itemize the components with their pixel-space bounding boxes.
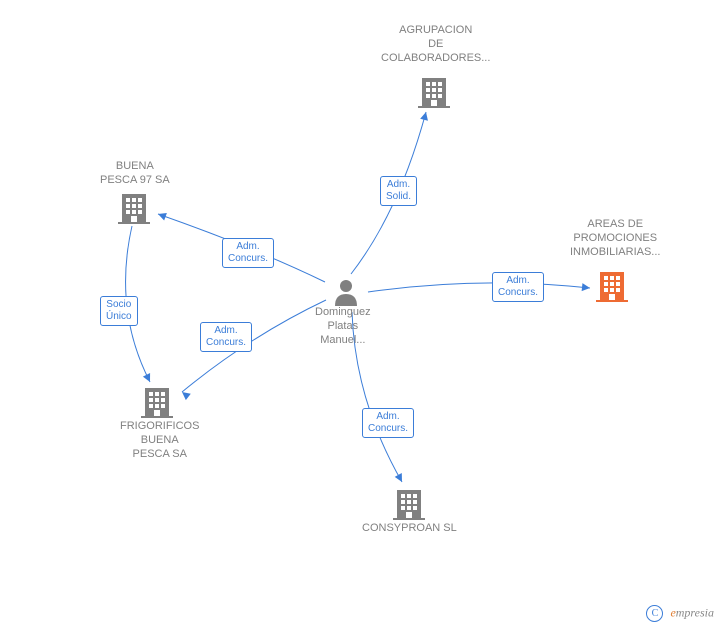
node-label-consy: CONSYPROAN SL [362, 522, 457, 536]
footer-copyright: C empresia [646, 605, 714, 622]
copyright-icon: C [646, 605, 663, 622]
edge-label-e-buena: Adm. Concurs. [222, 238, 274, 268]
node-label-center: Dominguez Platas Manuel... [315, 306, 371, 347]
brand-rest: mpresia [676, 605, 714, 619]
person-icon[interactable] [335, 280, 357, 306]
edge-label-e-agrup: Adm. Solid. [380, 176, 417, 206]
edge-label-e-socio: Socio Único [100, 296, 138, 326]
edge-arrow-e-areas [582, 283, 590, 291]
edge-arrow-e-consy [395, 473, 402, 482]
building-icon[interactable] [118, 194, 150, 224]
building-icon[interactable] [418, 78, 450, 108]
node-label-frigo: FRIGORIFICOS BUENA PESCA SA [120, 420, 199, 461]
node-label-buena: BUENA PESCA 97 SA [100, 160, 170, 188]
edge-arrow-e-frigo [182, 392, 191, 400]
building-icon[interactable] [596, 272, 628, 302]
edge-label-e-frigo: Adm. Concurs. [200, 322, 252, 352]
building-icon[interactable] [393, 490, 425, 520]
node-label-agrup: AGRUPACION DE COLABORADORES... [381, 24, 490, 65]
edge-label-e-consy: Adm. Concurs. [362, 408, 414, 438]
node-label-areas: AREAS DE PROMOCIONES INMOBILIARIAS... [570, 218, 660, 259]
building-icon[interactable] [141, 388, 173, 418]
edge-arrow-e-agrup [420, 112, 428, 121]
edge-e-areas [368, 283, 590, 292]
edge-label-e-areas: Adm. Concurs. [492, 272, 544, 302]
